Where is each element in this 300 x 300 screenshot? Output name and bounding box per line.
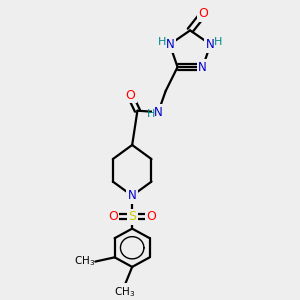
Text: S: S — [128, 210, 136, 223]
Text: H: H — [214, 38, 222, 47]
Text: H: H — [147, 109, 155, 118]
Text: H: H — [158, 38, 166, 47]
Text: N: N — [206, 38, 215, 51]
Text: CH$_3$: CH$_3$ — [114, 285, 135, 299]
Text: O: O — [199, 7, 208, 20]
Text: O: O — [108, 210, 118, 223]
Text: CH$_3$: CH$_3$ — [74, 255, 95, 268]
Text: N: N — [165, 38, 174, 51]
Text: N: N — [154, 106, 163, 118]
Text: N: N — [128, 189, 136, 202]
Text: N: N — [198, 61, 207, 74]
Text: O: O — [125, 89, 135, 102]
Text: O: O — [146, 210, 156, 223]
